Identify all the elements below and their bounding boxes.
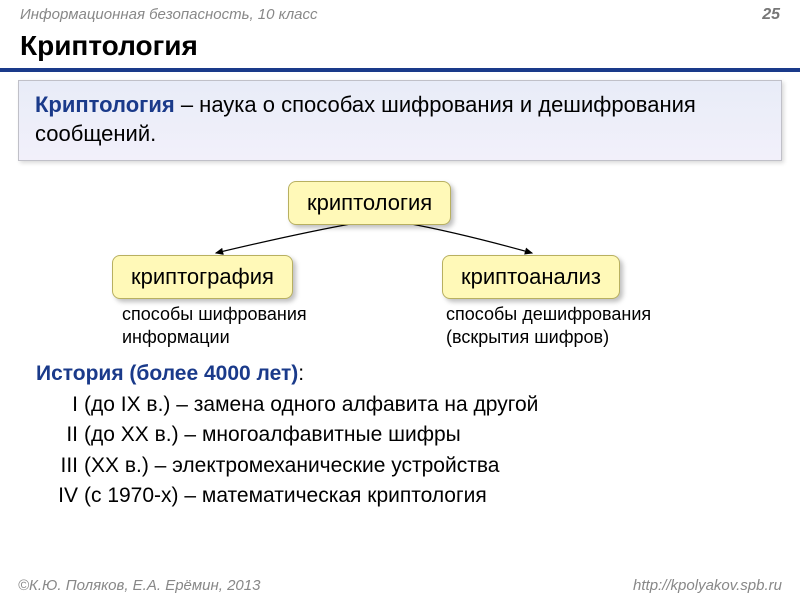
footer-copyright: ©К.Ю. Поляков, Е.А. Ерёмин, 2013: [18, 577, 260, 594]
history-item: III(XX в.) – электромеханические устройс…: [36, 451, 764, 481]
node-left: криптография: [112, 255, 293, 299]
node-left-label: криптография: [131, 264, 274, 289]
desc-right: способы дешифрования (вскрытия шифров): [446, 303, 706, 348]
history-title-line: История (более 4000 лет):: [36, 359, 764, 389]
page-number: 25: [762, 6, 780, 24]
history-text: (до XX в.) – многоалфавитные шифры: [84, 420, 461, 450]
history-text: (XX в.) – электромеханические устройства: [84, 451, 499, 481]
history-item: I(до IX в.) – замена одного алфавита на …: [36, 390, 764, 420]
history-colon: :: [298, 362, 304, 385]
history-roman: III: [36, 451, 84, 481]
course-label: Информационная безопасность, 10 класс: [20, 6, 318, 24]
history-item: IV(с 1970-х) – математическая криптологи…: [36, 481, 764, 511]
arrow-left: [216, 223, 356, 253]
desc-left: способы шифрования информации: [122, 303, 342, 348]
footer-url: http://kpolyakov.spb.ru: [633, 577, 782, 594]
node-right-label: криптоанализ: [461, 264, 601, 289]
history-roman: II: [36, 420, 84, 450]
history-text: (с 1970-х) – математическая криптология: [84, 481, 487, 511]
page-title: Криптология: [0, 28, 800, 72]
node-right: криптоанализ: [442, 255, 620, 299]
definition-box: Криптология – наука о способах шифровани…: [18, 80, 782, 161]
history-roman: IV: [36, 481, 84, 511]
arrow-right: [406, 223, 532, 253]
footer: ©К.Ю. Поляков, Е.А. Ерёмин, 2013 http://…: [0, 577, 800, 594]
header-bar: Информационная безопасность, 10 класс 25: [0, 0, 800, 28]
history-text: (до IX в.) – замена одного алфавита на д…: [84, 390, 538, 420]
history-section: История (более 4000 лет): I(до IX в.) – …: [0, 353, 800, 511]
history-title: История (более 4000 лет): [36, 362, 298, 385]
diagram: криптология криптография криптоанализ сп…: [0, 173, 800, 353]
node-root: криптология: [288, 181, 451, 225]
history-roman: I: [36, 390, 84, 420]
definition-term: Криптология: [35, 92, 175, 117]
node-root-label: криптология: [307, 190, 432, 215]
history-item: II(до XX в.) – многоалфавитные шифры: [36, 420, 764, 450]
